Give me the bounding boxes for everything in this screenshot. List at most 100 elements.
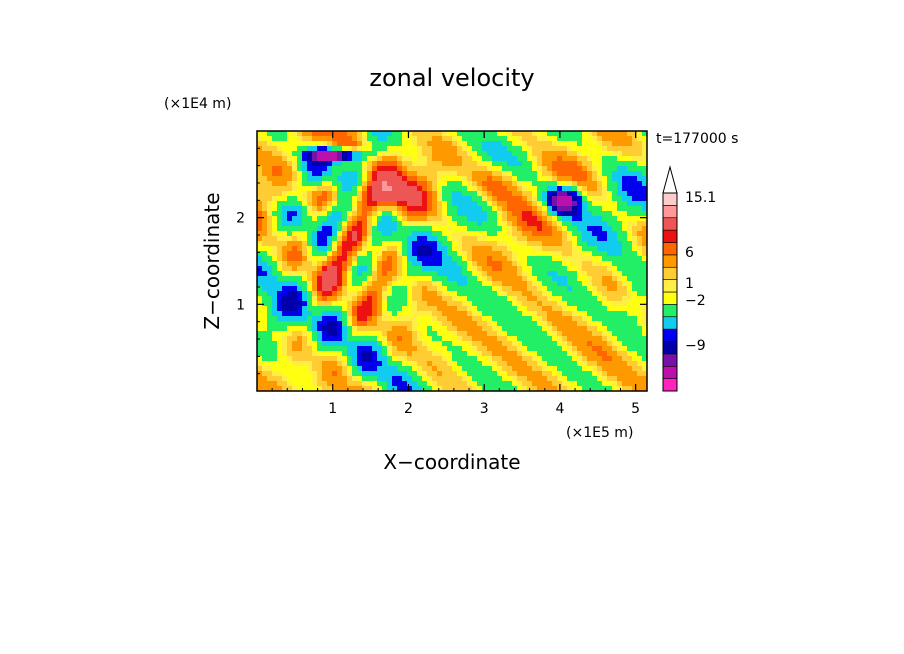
heatmap-cell [382,381,388,387]
heatmap-cell [582,331,588,337]
heatmap-cell [457,351,463,357]
heatmap-cell [267,341,273,347]
heatmap-cell [567,146,573,152]
heatmap-cell [372,201,378,207]
heatmap-cell [452,161,458,167]
heatmap-cell [387,376,393,382]
heatmap-cell [287,306,293,312]
heatmap-cell [492,266,498,272]
heatmap-cell [527,161,533,167]
heatmap-cell [457,136,463,142]
heatmap-cell [432,181,438,187]
heatmap-cell [382,196,388,202]
heatmap-cell [452,286,458,292]
heatmap-cell [452,156,458,162]
heatmap-cell [377,371,383,377]
heatmap-cell [282,176,288,182]
heatmap-cell [372,261,378,267]
heatmap-cell [347,331,353,337]
heatmap-cell [532,336,538,342]
heatmap-cell [372,211,378,217]
heatmap-cell [312,146,318,152]
heatmap-cell [267,286,273,292]
heatmap-cell [612,366,618,372]
heatmap-cell [287,346,293,352]
heatmap-cell [342,201,348,207]
heatmap-cell [332,246,338,252]
heatmap-cell [262,241,268,247]
heatmap-cell [387,171,393,177]
heatmap-cell [567,381,573,387]
heatmap-cell [352,171,358,177]
heatmap-cell [362,381,368,387]
heatmap-cell [457,246,463,252]
heatmap-cell [422,291,428,297]
heatmap-cell [407,256,413,262]
heatmap-cell [502,321,508,327]
heatmap-cell [467,316,473,322]
heatmap-cell [347,251,353,257]
heatmap-cell [262,376,268,382]
heatmap-cell [382,186,388,192]
heatmap-cell [267,371,273,377]
heatmap-cell [427,326,433,332]
heatmap-cell [437,361,443,367]
heatmap-cell [532,251,538,257]
heatmap-cell [532,236,538,242]
heatmap-cell [572,251,578,257]
heatmap-cell [307,351,313,357]
heatmap-cell [617,181,623,187]
heatmap-cell [557,281,563,287]
heatmap-cell [457,271,463,277]
heatmap-cell [577,276,583,282]
heatmap-cell [347,301,353,307]
colorbar-extend-arrow [662,165,678,194]
heatmap-cell [367,196,373,202]
heatmap-cell [562,176,568,182]
heatmap-cell [317,286,323,292]
heatmap-cell [277,231,283,237]
heatmap-cell [377,146,383,152]
heatmap-cell [342,306,348,312]
heatmap-cell [357,131,363,137]
heatmap-cell [612,231,618,237]
heatmap-cell [372,326,378,332]
heatmap-cell [597,221,603,227]
heatmap-cell [557,206,563,212]
heatmap-cell [277,316,283,322]
heatmap-cell [497,166,503,172]
heatmap-cell [412,271,418,277]
heatmap-cell [447,216,453,222]
heatmap-cell [317,311,323,317]
heatmap-cell [487,151,493,157]
heatmap-cell [272,206,278,212]
heatmap-cell [272,216,278,222]
heatmap-cell [627,306,633,312]
heatmap-cell [462,221,468,227]
heatmap-cell [637,246,643,252]
heatmap-cell [522,146,528,152]
heatmap-cell [397,266,403,272]
heatmap-cell [632,226,638,232]
heatmap-cell [357,336,363,342]
heatmap-cell [527,191,533,197]
heatmap-cell [322,361,328,367]
heatmap-cell [512,361,518,367]
heatmap-cell [442,181,448,187]
heatmap-cell [337,241,343,247]
heatmap-cell [457,331,463,337]
heatmap-cell [297,256,303,262]
heatmap-cell [392,376,398,382]
heatmap-cell [502,351,508,357]
heatmap-cell [437,191,443,197]
heatmap-cell [377,236,383,242]
heatmap-cell [442,366,448,372]
heatmap-cell [397,341,403,347]
heatmap-cell [537,301,543,307]
heatmap-cell [567,186,573,192]
heatmap-cell [477,341,483,347]
heatmap-cell [457,286,463,292]
heatmap-cell [487,291,493,297]
heatmap-cell [642,141,647,147]
heatmap-cell [432,221,438,227]
